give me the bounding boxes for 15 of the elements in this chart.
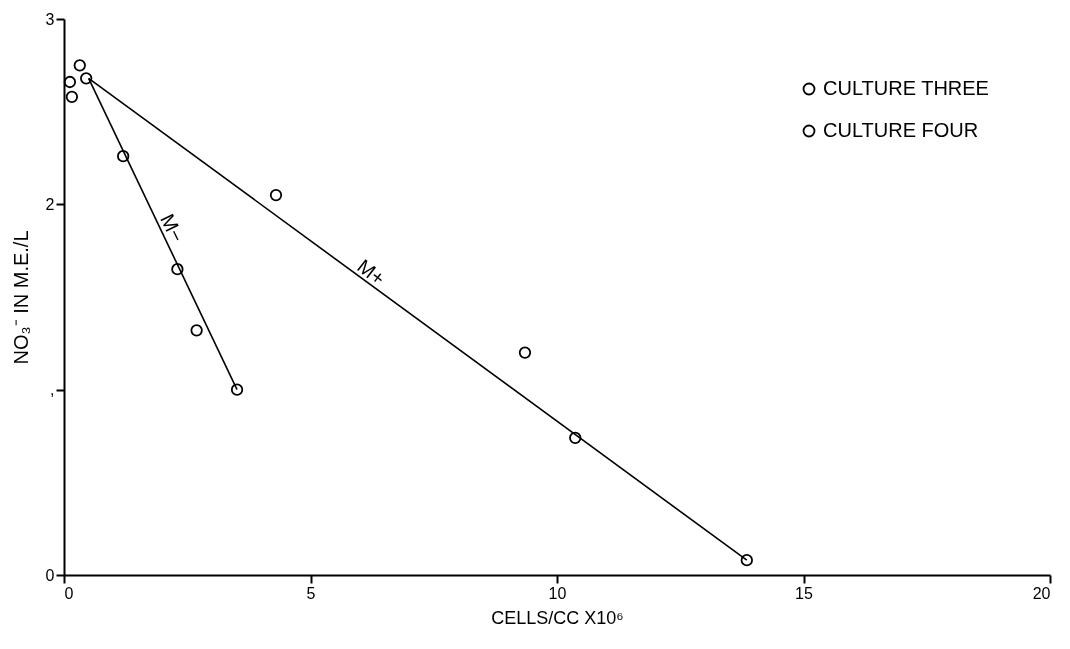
annotation: M− — [156, 210, 189, 246]
y-axis-title: NO₃⁻ IN M.E./L — [9, 230, 32, 365]
legend-label: CULTURE THREE — [823, 77, 989, 99]
x-tick-label: 15 — [795, 584, 813, 602]
y-tick-label: 2 — [45, 195, 55, 213]
x-axis-title: CELLS/CC X10⁶ — [491, 607, 624, 628]
y-tick-label: 3 — [45, 10, 55, 28]
x-tick-label: 10 — [548, 584, 567, 602]
annotation: M+ — [353, 254, 390, 290]
y-tick-label: 0 — [45, 566, 55, 584]
x-tick-label: 0 — [64, 584, 74, 602]
y-tick-label: , — [50, 381, 55, 399]
x-tick-label: 5 — [306, 584, 316, 602]
x-tick-label: 20 — [1032, 584, 1051, 602]
legend-label: CULTURE FOUR — [823, 119, 979, 141]
